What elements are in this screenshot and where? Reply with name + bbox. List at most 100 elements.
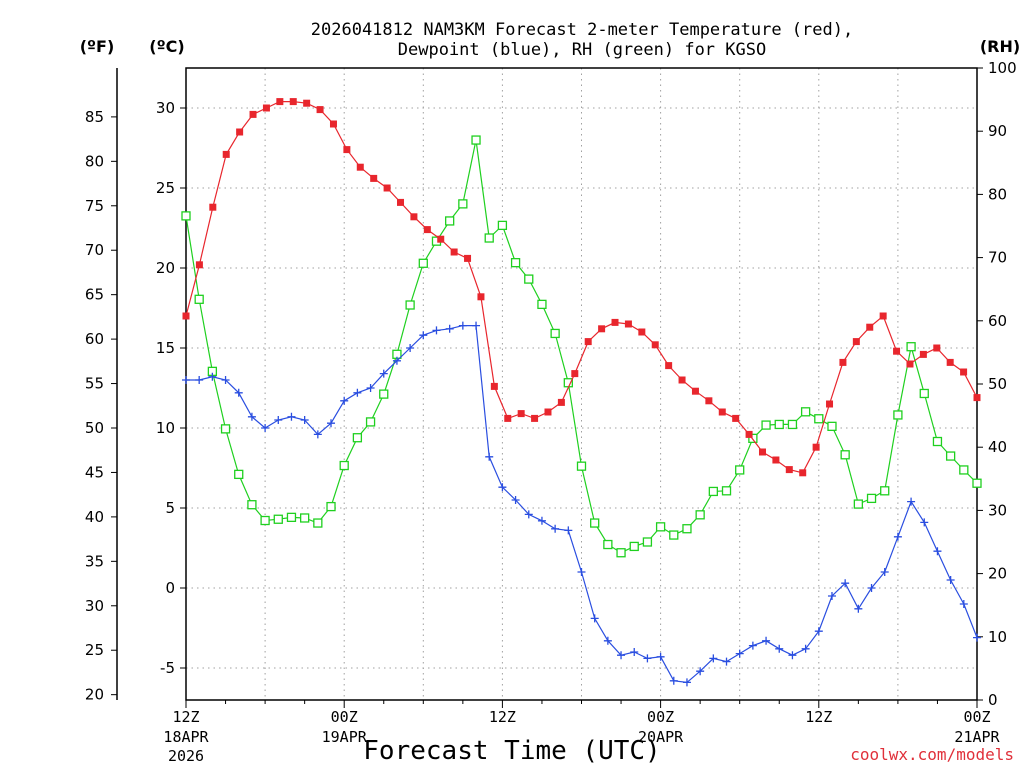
dewpoint-point [195, 376, 204, 384]
rh-point [352, 433, 363, 443]
rh-point [616, 548, 626, 558]
temperature-point [343, 146, 351, 154]
rh-tick-label: 0 [988, 691, 998, 709]
temperature-point [919, 350, 927, 358]
f-tick-label: 85 [85, 108, 104, 126]
temperature-point [852, 338, 860, 346]
x-tick-label: 12Z [489, 708, 516, 726]
f-tick-label: 65 [85, 286, 104, 304]
temperature-point [477, 293, 485, 301]
rh-point [379, 389, 389, 399]
x-tick-date: 19APR [322, 728, 368, 746]
dewpoint-point [933, 547, 942, 556]
dewpoint-point [208, 372, 217, 381]
temperature-point [611, 318, 619, 326]
temperature-point [410, 213, 418, 221]
dewpoint-point [472, 321, 481, 330]
dewpoint-point [788, 651, 797, 660]
f-tick-label: 25 [85, 641, 104, 659]
temperature-point [624, 320, 632, 328]
dewpoint-point [762, 636, 771, 645]
temperature-point [665, 362, 673, 370]
temperature-point [464, 254, 472, 262]
temperature-point [705, 397, 713, 405]
dewpoint-point [445, 324, 454, 333]
temperature-point [946, 358, 954, 366]
x-tick-date: 20APR [638, 728, 684, 746]
rh-point [800, 407, 811, 417]
dewpoint-point [841, 579, 850, 588]
series-temperature [182, 98, 981, 477]
temperature-point [397, 198, 405, 206]
temperature-point [799, 469, 807, 477]
credit-link[interactable]: coolwx.com/models [850, 745, 1014, 764]
dewpoint-point [485, 452, 494, 461]
rh-point [497, 220, 508, 231]
dewpoint-point [537, 516, 546, 525]
dewpoint-point [577, 568, 586, 576]
rh-tick-label: 30 [988, 501, 1007, 519]
dewpoint-point [814, 627, 823, 636]
rh-point [247, 500, 257, 510]
rh-point [853, 499, 863, 509]
temperature-point [490, 382, 498, 390]
rh-point [735, 465, 745, 475]
temperature-point [691, 387, 699, 395]
f-tick-label: 80 [85, 152, 104, 170]
rh-point [880, 486, 890, 496]
temperature-point [745, 430, 753, 438]
dewpoint-point [419, 331, 428, 340]
rh-point [445, 216, 455, 226]
rh-point [220, 424, 231, 434]
c-tick-label: 20 [156, 259, 175, 277]
f-tick-label: 35 [85, 552, 104, 570]
f-tick-label: 70 [85, 241, 104, 259]
rh-point [959, 465, 969, 475]
dewpoint-point [392, 356, 401, 365]
unit-fahrenheit-label: (ºF) [80, 37, 115, 56]
temperature-point [571, 370, 579, 378]
rh-point [932, 436, 943, 447]
x-tick-label: 12Z [805, 708, 832, 726]
rh-point [682, 524, 692, 534]
dewpoint-point [893, 532, 902, 541]
temperature-point [276, 98, 284, 106]
rh-point [695, 510, 705, 520]
dewpoint-point [880, 568, 889, 576]
dewpoint-point [182, 376, 190, 384]
c-tick-label: 5 [165, 499, 175, 517]
temperature-point [531, 414, 539, 422]
dewpoint-point [458, 321, 467, 330]
rh-point [405, 300, 415, 310]
dewpoint-point [366, 384, 375, 392]
rh-point [194, 294, 204, 304]
f-tick-label: 75 [85, 197, 104, 215]
dewpoint-point [432, 326, 441, 335]
temperature-point [879, 312, 887, 320]
temperature-point [598, 325, 606, 333]
f-tick-label: 30 [85, 597, 104, 615]
dewpoint-point [564, 526, 573, 535]
rh-point [629, 541, 639, 552]
temperature-point [437, 235, 445, 243]
temperature-point [826, 400, 834, 408]
temperature-point [638, 328, 646, 336]
f-tick-label: 50 [85, 419, 104, 437]
rh-point [550, 328, 560, 339]
x-tick-label: 00Z [331, 708, 358, 726]
rh-point [642, 537, 653, 547]
dewpoint-point [946, 576, 955, 584]
rh-tick-label: 100 [988, 59, 1017, 77]
f-tick-label: 60 [85, 330, 104, 348]
unit-celsius-label: (ºC) [149, 37, 184, 56]
temperature-point [182, 312, 190, 320]
rh-point [748, 433, 758, 444]
rh-point [181, 211, 191, 221]
dewpoint-point [221, 376, 230, 384]
dewpoint-point [498, 483, 507, 492]
rh-point [576, 461, 587, 471]
dewpoint-point [340, 396, 349, 405]
chart-title-line1: 2026041812 NAM3KM Forecast 2-meter Tempe… [311, 20, 853, 40]
unit-rh-label: (RH) [980, 37, 1020, 56]
x-tick-year: 2026 [168, 747, 204, 765]
